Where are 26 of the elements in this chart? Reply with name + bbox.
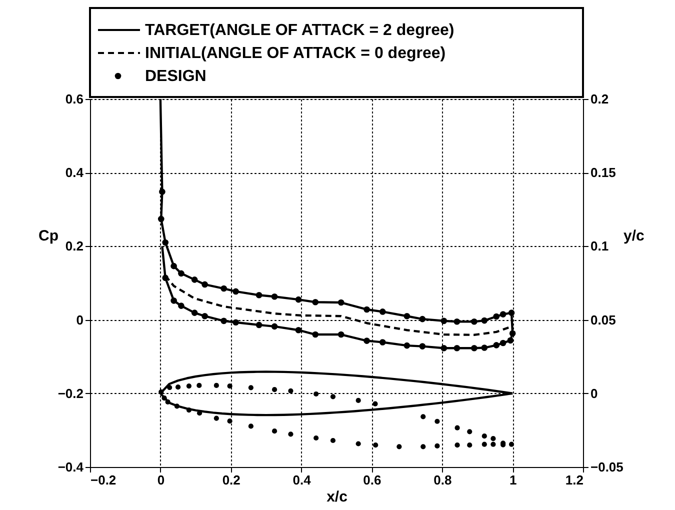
y-tick-label: 0 xyxy=(76,312,84,328)
x-tick-label: 0.6 xyxy=(363,472,382,488)
x-tick-label: 0.4 xyxy=(292,472,312,488)
legend-label: TARGET(ANGLE OF ATTACK = 2 degree) xyxy=(145,22,454,39)
legend-label: INITIAL(ANGLE OF ATTACK = 0 degree) xyxy=(145,45,446,62)
y2-tick-label: 0.05 xyxy=(590,312,616,328)
y-axis-title: Cp xyxy=(38,228,58,244)
legend-label: DESIGN xyxy=(145,68,206,85)
y-tick-label: 0.6 xyxy=(65,92,84,106)
y-tick-label: −0.4 xyxy=(58,460,84,474)
y2-axis-title: y/c xyxy=(624,228,644,244)
x-tick-label: 0.8 xyxy=(434,472,452,488)
x-tick-label: 1.2 xyxy=(565,472,584,488)
x-tick-label: 1 xyxy=(509,472,517,488)
y2-tick-label: 0.2 xyxy=(590,92,609,106)
y-tick-label: −0.2 xyxy=(58,386,84,401)
y2-tick-label: 0 xyxy=(590,386,598,401)
y2-tick-label: 0.15 xyxy=(590,165,616,180)
y2-tick-label: 0.1 xyxy=(590,238,609,254)
x-axis-title: x/c xyxy=(326,488,348,506)
y2-tick-label: −0.05 xyxy=(590,460,624,474)
x-tick-label: 0.2 xyxy=(222,472,240,488)
x-tick-label: 0 xyxy=(157,472,165,488)
y-tick-label: 0.4 xyxy=(65,165,84,180)
y-tick-label: 0.2 xyxy=(65,238,84,254)
x-tick-label: −0.2 xyxy=(90,472,116,488)
